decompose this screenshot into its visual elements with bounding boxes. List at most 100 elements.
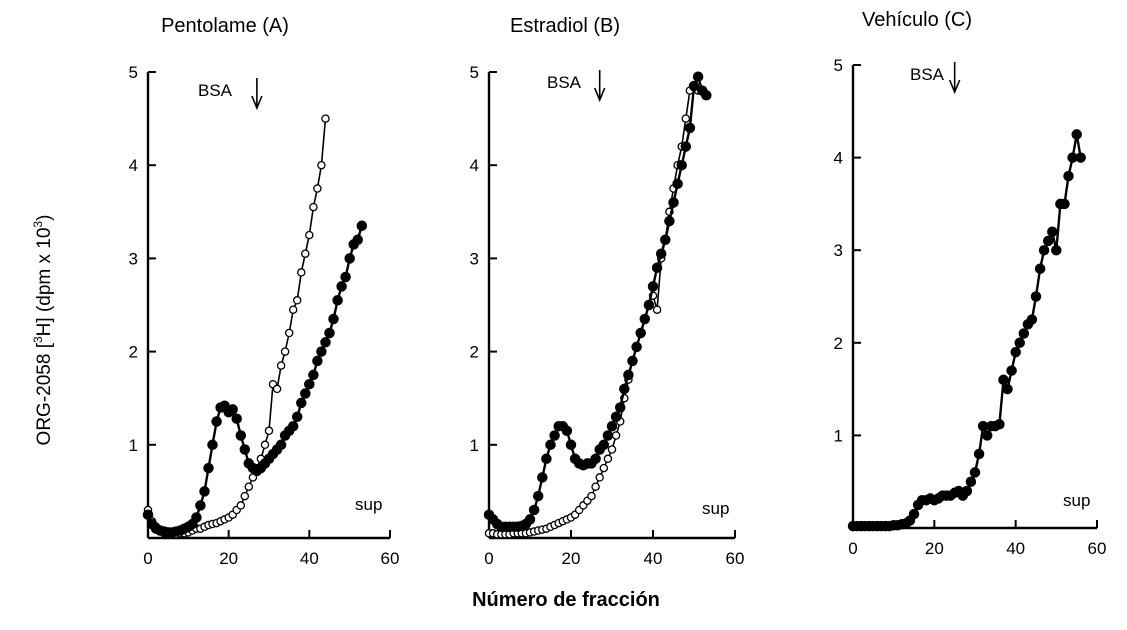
data-point [304, 378, 315, 390]
data-point [603, 454, 613, 464]
data-point [1059, 198, 1070, 210]
data-point [1038, 244, 1050, 256]
data-point [240, 491, 250, 501]
data-point [1002, 383, 1013, 395]
data-point [297, 268, 306, 277]
data-point [664, 215, 675, 227]
data-point [272, 384, 282, 394]
data-point [684, 122, 696, 134]
data-point [287, 420, 299, 432]
data-point [231, 413, 242, 424]
y-tick-label: 4 [129, 156, 138, 175]
data-point [1071, 129, 1082, 140]
data-point [676, 159, 687, 171]
data-point [692, 71, 704, 82]
x-tick-label: 60 [1088, 539, 1107, 558]
bsa-label: BSA [547, 73, 582, 92]
data-point [565, 439, 577, 451]
series-filled [847, 129, 1086, 532]
data-point [328, 313, 339, 325]
data-point [1047, 226, 1058, 237]
data-point [1030, 291, 1042, 302]
x-tick-label: 0 [143, 549, 152, 568]
sup-label: sup [355, 495, 382, 514]
y-tick-label: 2 [470, 343, 479, 362]
data-point [611, 431, 621, 440]
x-tick-label: 20 [219, 549, 238, 568]
data-point [1063, 170, 1074, 182]
series-open [484, 81, 703, 539]
y-tick-label: 4 [470, 156, 479, 175]
data-point [352, 234, 363, 246]
data-point [994, 419, 1005, 430]
sup-label: sup [702, 499, 729, 518]
chart-title: Estradiol (B) [510, 15, 620, 37]
data-point [908, 508, 920, 520]
data-point [545, 439, 556, 451]
data-point [635, 327, 646, 339]
bsa-arrow-head [948, 79, 961, 95]
data-point [652, 305, 662, 314]
data-point [541, 453, 552, 465]
data-point [681, 114, 691, 123]
y-tick-label: 5 [129, 63, 138, 82]
data-point [647, 281, 659, 292]
y-tick-label: 2 [129, 343, 138, 362]
data-point [288, 305, 298, 314]
data-point [660, 234, 671, 246]
data-point [614, 402, 626, 413]
data-point [627, 355, 638, 367]
data-point [537, 472, 548, 483]
data-point [260, 440, 270, 450]
series-filled [483, 71, 712, 533]
data-point [296, 397, 307, 409]
sup-label: sup [1063, 491, 1090, 510]
data-point [239, 444, 251, 455]
data-point [595, 473, 604, 482]
chart-panel-2: Estradiol (B) 1 2 3 4 5 0 20 40 60 BSA sup [470, 15, 745, 568]
data-point [309, 202, 318, 212]
bsa-arrow-head [593, 87, 606, 103]
data-point [587, 491, 596, 501]
data-point [332, 295, 343, 306]
data-point [668, 197, 679, 208]
data-point [356, 220, 368, 232]
x-axis-label: Número de fracción [472, 589, 660, 611]
series-line [146, 225, 363, 534]
y-tick-label: 3 [129, 249, 138, 268]
data-point [672, 178, 683, 190]
data-point [1042, 235, 1054, 247]
data-point [701, 90, 712, 101]
data-point [590, 453, 601, 465]
data-point [599, 463, 609, 473]
data-point [199, 486, 210, 497]
data-point [313, 184, 322, 193]
data-point [236, 501, 246, 510]
chart-title: Vehículo (C) [862, 9, 972, 31]
y-tick-label: 3 [834, 241, 843, 260]
y-tick-label: 5 [470, 63, 479, 82]
data-point [340, 271, 351, 283]
y-tick-label: 5 [834, 56, 843, 75]
x-tick-label: 40 [1006, 539, 1025, 558]
data-point [549, 430, 560, 441]
data-point [284, 328, 294, 338]
data-point [961, 485, 973, 497]
data-point [623, 369, 634, 381]
data-point [280, 347, 290, 356]
x-tick-label: 40 [300, 549, 319, 568]
data-point [643, 299, 655, 311]
x-tick-label: 60 [726, 549, 745, 568]
x-tick-label: 0 [484, 549, 493, 568]
data-point [321, 114, 330, 123]
data-point [292, 296, 302, 305]
y-tick-label: 2 [834, 334, 843, 353]
y-tick-label: 3 [470, 249, 479, 268]
data-point [532, 490, 544, 502]
data-point [598, 439, 610, 451]
data-point [610, 411, 622, 423]
x-tick-label: 40 [644, 549, 663, 568]
data-point [207, 439, 218, 451]
data-point [1014, 337, 1025, 349]
